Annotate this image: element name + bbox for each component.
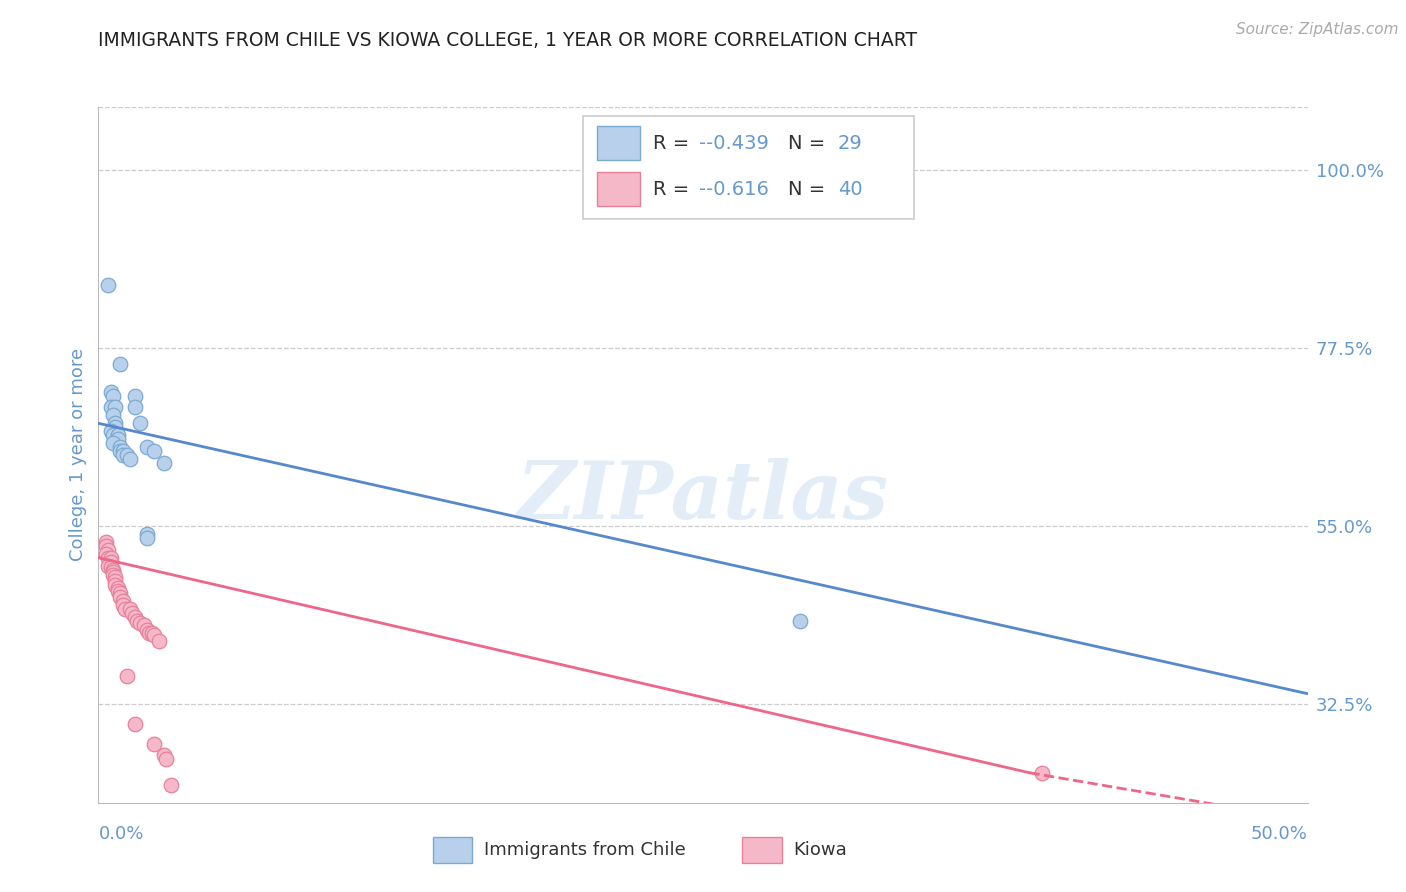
Point: [155, 752, 177, 766]
Text: N =: N =: [789, 180, 825, 199]
Text: R =: R =: [652, 134, 689, 153]
Point: [138, 625, 160, 640]
FancyBboxPatch shape: [433, 837, 472, 863]
Point: [117, 448, 139, 462]
Point: [104, 401, 127, 415]
Point: [135, 531, 157, 545]
Point: [104, 570, 127, 584]
Point: [101, 389, 124, 403]
Point: [134, 618, 156, 632]
Point: [107, 432, 129, 446]
Point: [135, 527, 157, 541]
Point: [108, 586, 131, 600]
Point: [94, 539, 117, 553]
Point: [108, 444, 131, 458]
Point: [117, 669, 139, 683]
Text: 50.0%: 50.0%: [1251, 825, 1308, 843]
Text: 29: 29: [838, 134, 863, 153]
Point: [101, 409, 124, 423]
Point: [111, 444, 134, 458]
Point: [124, 389, 146, 403]
Text: 40: 40: [838, 180, 862, 199]
Point: [107, 428, 129, 442]
Point: [101, 565, 124, 579]
FancyBboxPatch shape: [742, 837, 782, 863]
Point: [789, 614, 811, 628]
Point: [135, 440, 157, 454]
Point: [1031, 765, 1053, 780]
Text: N =: N =: [789, 134, 825, 153]
Text: Kiowa: Kiowa: [793, 841, 846, 859]
Text: ZIPatlas: ZIPatlas: [517, 458, 889, 535]
Point: [104, 420, 127, 434]
Text: R =: R =: [652, 180, 689, 199]
Point: [141, 625, 163, 640]
Point: [94, 547, 117, 561]
Point: [97, 277, 120, 292]
Text: 0.0%: 0.0%: [98, 825, 143, 843]
Point: [114, 602, 136, 616]
Point: [100, 555, 122, 569]
Point: [94, 535, 117, 549]
Point: [97, 558, 120, 573]
Text: Source: ZipAtlas.com: Source: ZipAtlas.com: [1236, 22, 1399, 37]
Text: IMMIGRANTS FROM CHILE VS KIOWA COLLEGE, 1 YEAR OR MORE CORRELATION CHART: IMMIGRANTS FROM CHILE VS KIOWA COLLEGE, …: [98, 31, 918, 50]
Point: [124, 610, 146, 624]
Text: Immigrants from Chile: Immigrants from Chile: [484, 841, 685, 859]
Point: [148, 633, 170, 648]
Point: [104, 417, 127, 431]
Point: [101, 568, 124, 582]
Point: [124, 401, 146, 415]
Point: [104, 577, 127, 591]
Point: [152, 456, 174, 470]
Point: [152, 748, 174, 763]
Point: [118, 602, 141, 616]
Point: [128, 417, 150, 431]
FancyBboxPatch shape: [596, 172, 640, 206]
Point: [100, 424, 122, 438]
Point: [135, 624, 157, 638]
Point: [118, 451, 141, 466]
Point: [100, 560, 122, 574]
Y-axis label: College, 1 year or more: College, 1 year or more: [69, 349, 87, 561]
Point: [111, 448, 134, 462]
Point: [124, 716, 146, 731]
Point: [128, 615, 150, 630]
Point: [121, 606, 143, 620]
Point: [100, 401, 122, 415]
Point: [111, 594, 134, 608]
Point: [97, 542, 120, 557]
Point: [127, 614, 149, 628]
Point: [100, 384, 122, 399]
Point: [108, 357, 131, 371]
Point: [143, 444, 166, 458]
Point: [143, 628, 166, 642]
Point: [101, 436, 124, 450]
Point: [111, 598, 134, 612]
Point: [143, 737, 166, 751]
Point: [100, 550, 122, 565]
Text: --0.616: --0.616: [699, 180, 769, 199]
Point: [97, 550, 120, 565]
FancyBboxPatch shape: [583, 116, 914, 219]
Text: --0.439: --0.439: [699, 134, 769, 153]
Point: [104, 574, 127, 589]
Point: [108, 440, 131, 454]
Point: [101, 563, 124, 577]
Point: [107, 583, 129, 598]
FancyBboxPatch shape: [596, 127, 640, 160]
Point: [107, 581, 129, 595]
Point: [101, 428, 124, 442]
Point: [160, 778, 183, 793]
Point: [108, 591, 131, 605]
